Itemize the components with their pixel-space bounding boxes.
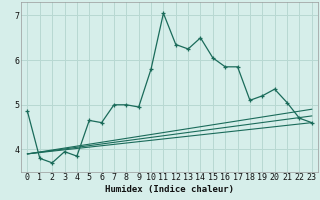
X-axis label: Humidex (Indice chaleur): Humidex (Indice chaleur) xyxy=(105,185,234,194)
